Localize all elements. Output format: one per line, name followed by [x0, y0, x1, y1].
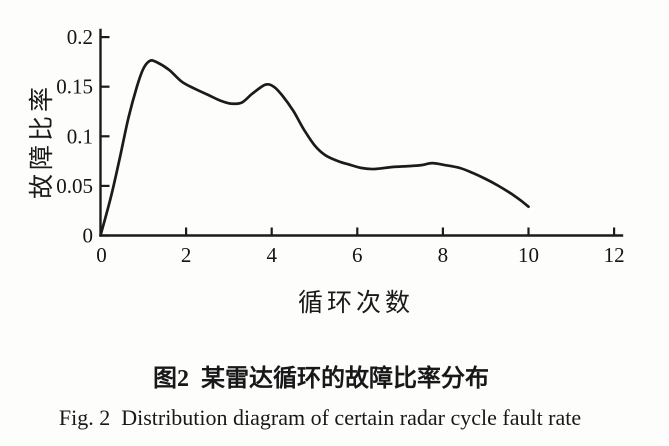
y-tick-label: 0	[83, 224, 94, 248]
fault-rate-curve	[99, 58, 530, 237]
x-tick-label: 2	[181, 243, 192, 267]
x-tick-label: 6	[352, 243, 363, 267]
y-tick-label: 0.05	[56, 174, 93, 198]
x-tick-label: 12	[604, 243, 625, 267]
x-tick-label: 0	[96, 243, 107, 267]
y-tick-label: 0.2	[67, 25, 93, 49]
y-tick-label: 0.1	[67, 124, 93, 148]
axes	[99, 28, 624, 237]
y-tick-label: 0.15	[56, 75, 93, 99]
fault-rate-line-chart: 0 0.05 0.1 0.15 0.2 0 2 4 6 8 10 12	[56, 25, 625, 267]
x-tick-label: 8	[438, 243, 449, 267]
x-axis-title: 循环次数	[297, 290, 415, 317]
x-tick-label: 10	[518, 243, 539, 267]
x-tick-label: 4	[266, 243, 277, 267]
figure-caption-english: Fig. 2 Distribution diagram of certain r…	[58, 405, 582, 430]
figure-caption-chinese: 图2 某雷达循环的故障比率分布	[153, 366, 489, 392]
y-axis-title: 故障比率	[29, 82, 56, 200]
